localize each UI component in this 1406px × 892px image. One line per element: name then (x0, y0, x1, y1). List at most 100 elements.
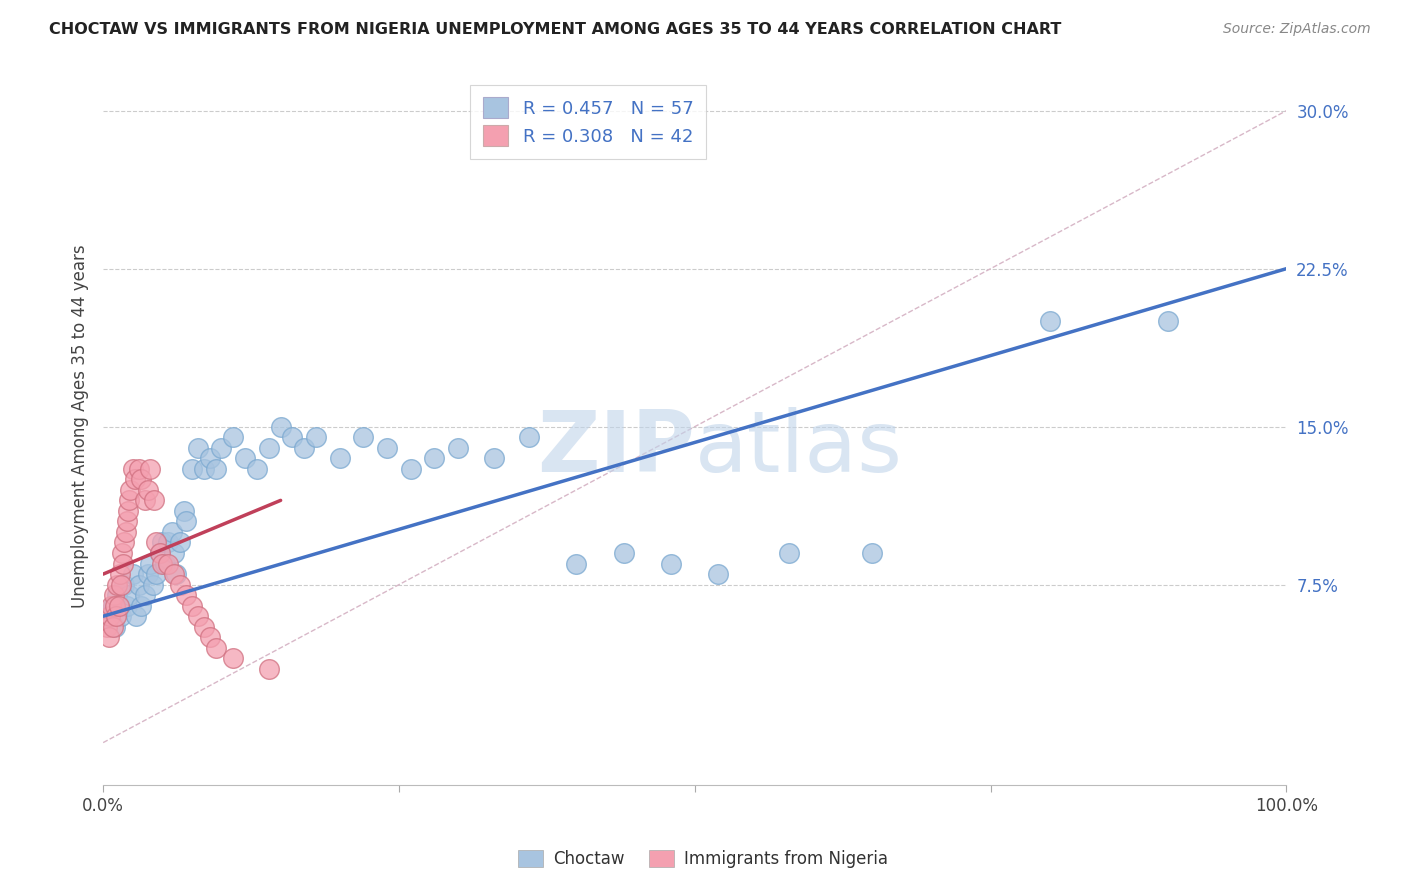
Legend: R = 0.457   N = 57, R = 0.308   N = 42: R = 0.457 N = 57, R = 0.308 N = 42 (471, 85, 706, 159)
Point (204, 640, 226, 655)
Point (153, 557, 176, 571)
Point (187, 609, 209, 624)
Point (174, 588, 197, 602)
Point (169, 535, 191, 549)
Point (103, 588, 125, 602)
Point (204, 462, 226, 476)
Point (121, 567, 143, 582)
Point (107, 599, 129, 613)
Point (169, 577, 191, 591)
Point (375, 441, 398, 455)
Point (118, 493, 141, 508)
Point (145, 567, 167, 582)
Point (160, 524, 183, 539)
Point (112, 535, 135, 549)
Point (222, 651, 245, 665)
Point (246, 462, 269, 476)
Point (101, 620, 124, 634)
Text: atlas: atlas (695, 407, 903, 490)
Point (270, 419, 292, 434)
Point (198, 451, 221, 466)
Point (139, 462, 162, 476)
Point (129, 599, 152, 613)
Point (98, 609, 121, 624)
Point (447, 441, 470, 455)
Point (157, 535, 180, 549)
Point (112, 557, 135, 571)
Point (112, 577, 135, 591)
Point (423, 451, 446, 466)
Point (399, 462, 422, 476)
Point (136, 567, 159, 582)
Y-axis label: Unemployment Among Ages 35 to 44 years: Unemployment Among Ages 35 to 44 years (72, 244, 89, 608)
Point (104, 620, 127, 634)
Point (149, 546, 172, 560)
Point (110, 577, 132, 591)
Point (163, 567, 186, 582)
Point (128, 577, 150, 591)
Point (134, 588, 156, 602)
Point (115, 515, 138, 529)
Point (143, 493, 166, 508)
Point (117, 504, 139, 518)
Point (111, 546, 134, 560)
Point (187, 441, 209, 455)
Point (101, 599, 124, 613)
Point (124, 472, 146, 486)
Legend: Choctaw, Immigrants from Nigeria: Choctaw, Immigrants from Nigeria (512, 843, 894, 875)
Point (98, 609, 121, 624)
Point (157, 557, 180, 571)
Point (115, 599, 138, 613)
Point (860, 546, 883, 560)
Point (1157, 314, 1180, 328)
Point (105, 609, 128, 624)
Text: Source: ZipAtlas.com: Source: ZipAtlas.com (1223, 22, 1371, 37)
Point (149, 546, 172, 560)
Point (281, 430, 304, 444)
Point (613, 546, 636, 560)
Point (659, 557, 682, 571)
Point (778, 546, 800, 560)
Point (193, 620, 215, 634)
Point (305, 430, 328, 444)
Point (180, 599, 202, 613)
Point (139, 557, 162, 571)
Point (121, 462, 143, 476)
Point (222, 430, 245, 444)
Point (125, 609, 148, 624)
Point (142, 577, 165, 591)
Point (329, 451, 352, 466)
Point (517, 430, 540, 444)
Point (134, 493, 156, 508)
Point (193, 462, 215, 476)
Point (166, 567, 188, 582)
Point (211, 441, 233, 455)
Text: ZIP: ZIP (537, 407, 695, 490)
Point (108, 567, 131, 582)
Point (98, 630, 121, 644)
Text: CHOCTAW VS IMMIGRANTS FROM NIGERIA UNEMPLOYMENT AMONG AGES 35 TO 44 YEARS CORREL: CHOCTAW VS IMMIGRANTS FROM NIGERIA UNEMP… (49, 22, 1062, 37)
Point (129, 472, 152, 486)
Point (118, 588, 141, 602)
Point (145, 535, 167, 549)
Point (173, 504, 195, 518)
Point (257, 441, 280, 455)
Point (707, 567, 730, 582)
Point (110, 609, 132, 624)
Point (96, 620, 118, 634)
Point (114, 524, 136, 539)
Point (257, 662, 280, 676)
Point (104, 599, 127, 613)
Point (150, 557, 173, 571)
Point (128, 462, 150, 476)
Point (174, 515, 197, 529)
Point (482, 451, 505, 466)
Point (180, 462, 202, 476)
Point (120, 483, 142, 497)
Point (105, 588, 128, 602)
Point (198, 630, 221, 644)
Point (292, 441, 315, 455)
Point (353, 430, 375, 444)
Point (163, 546, 186, 560)
Point (105, 577, 128, 591)
